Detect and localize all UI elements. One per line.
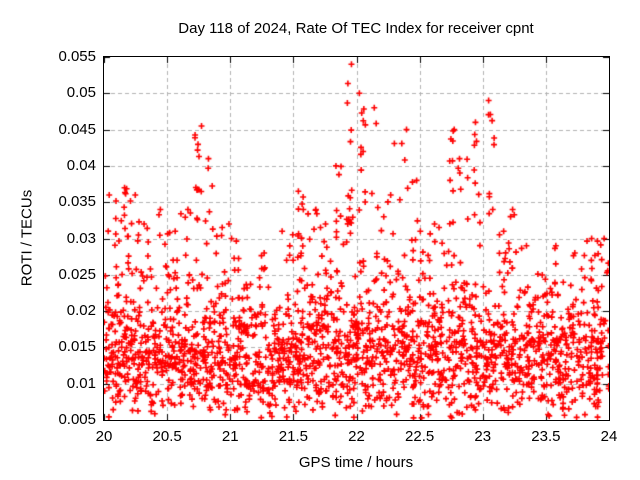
x-tick-label: 20 xyxy=(95,428,113,445)
plot-area xyxy=(103,56,610,421)
scatter-points-canvas xyxy=(104,57,609,420)
y-tick-label: 0.05 xyxy=(66,84,96,102)
x-tick-label: 24 xyxy=(600,428,618,445)
chart-title: Day 118 of 2024, Rate Of TEC Index for r… xyxy=(178,20,534,37)
x-tick-label: 22.5 xyxy=(405,428,435,445)
y-tick-label: 0.055 xyxy=(58,48,96,65)
x-tick-label: 22 xyxy=(348,428,365,445)
y-tick-label: 0.03 xyxy=(66,229,96,247)
x-tick-label: 21.5 xyxy=(278,428,308,445)
y-tick-label: 0.005 xyxy=(58,411,96,428)
x-tick-label: 23 xyxy=(474,428,492,445)
x-tick-label: 23.5 xyxy=(531,428,561,445)
y-tick-label: 0.04 xyxy=(66,156,96,174)
x-tick-label: 20.5 xyxy=(152,428,182,445)
x-axis-label: GPS time / hours xyxy=(298,454,414,471)
y-tick-label: 0.02 xyxy=(66,302,96,320)
x-tick-label: 21 xyxy=(221,428,239,445)
y-tick-label: 0.01 xyxy=(66,374,96,392)
y-tick-label: 0.025 xyxy=(58,265,96,283)
y-tick-label: 0.015 xyxy=(58,338,96,356)
y-tick-label: 0.035 xyxy=(58,193,96,211)
y-tick-label: 0.045 xyxy=(58,120,96,138)
